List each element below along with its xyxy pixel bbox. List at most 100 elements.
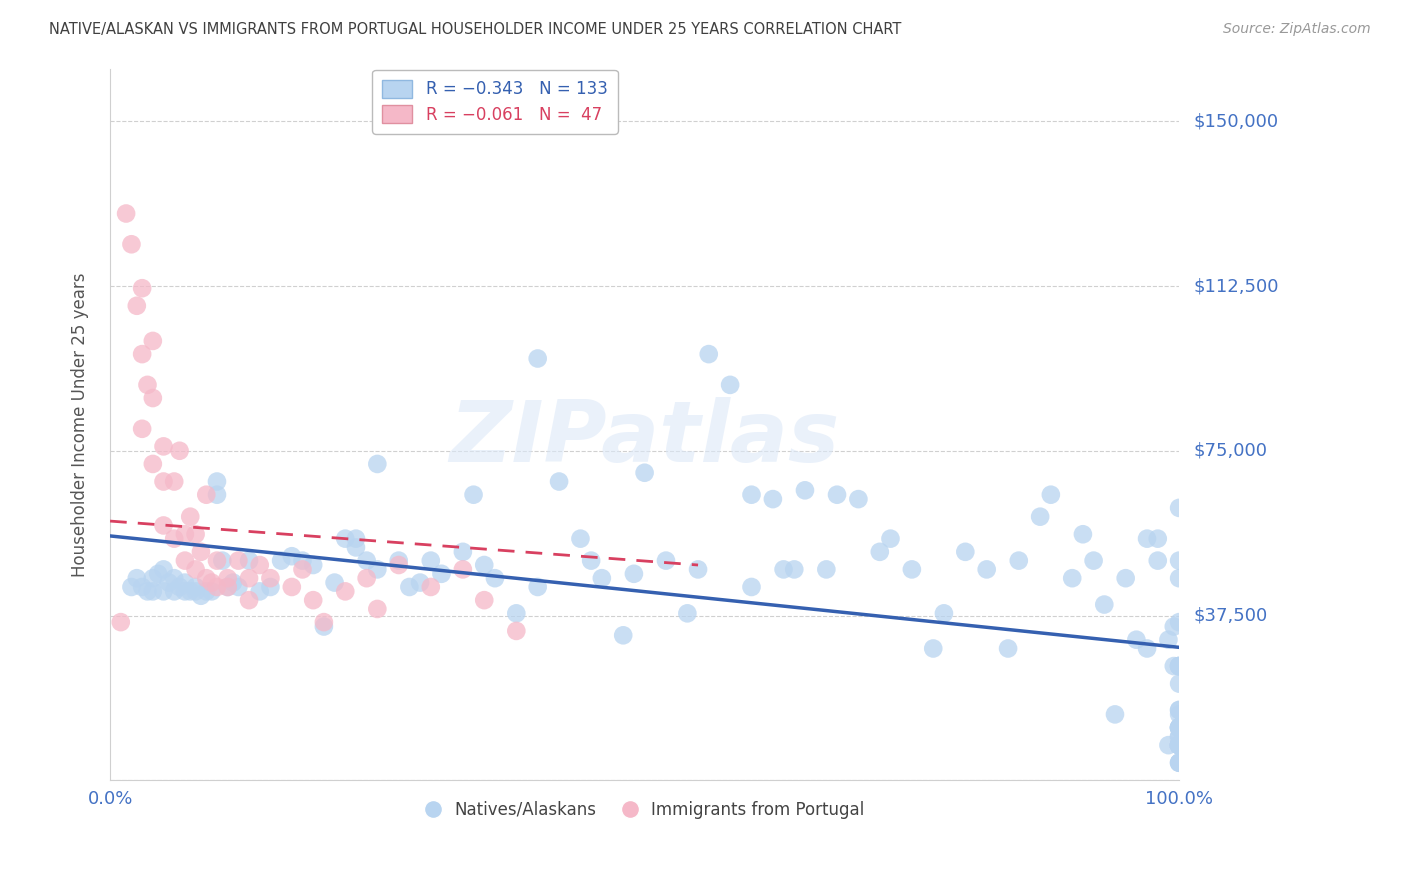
Point xyxy=(142,391,165,405)
Point xyxy=(505,624,527,638)
Point xyxy=(302,593,325,607)
Point xyxy=(1115,571,1137,585)
Point xyxy=(1168,659,1191,673)
Text: $75,000: $75,000 xyxy=(1194,442,1267,459)
Point xyxy=(174,584,197,599)
Point xyxy=(174,527,197,541)
Point xyxy=(1168,738,1191,752)
Point xyxy=(356,571,378,585)
Point xyxy=(163,584,186,599)
Point xyxy=(249,584,271,599)
Point xyxy=(205,475,228,489)
Point xyxy=(976,562,998,576)
Point xyxy=(259,571,281,585)
Point xyxy=(1071,527,1094,541)
Point xyxy=(152,475,174,489)
Point xyxy=(1168,703,1191,717)
Point xyxy=(686,562,709,576)
Point xyxy=(356,553,378,567)
Point xyxy=(1168,676,1191,690)
Point xyxy=(1146,553,1168,567)
Point xyxy=(848,492,870,507)
Point xyxy=(1062,571,1084,585)
Point xyxy=(1168,571,1191,585)
Point xyxy=(1163,659,1185,673)
Point xyxy=(869,545,891,559)
Point xyxy=(249,558,271,572)
Point xyxy=(228,553,250,567)
Point xyxy=(1168,659,1191,673)
Point xyxy=(120,237,142,252)
Point xyxy=(1168,721,1191,735)
Point xyxy=(825,488,848,502)
Point xyxy=(205,580,228,594)
Point xyxy=(125,571,148,585)
Text: $150,000: $150,000 xyxy=(1194,112,1278,130)
Point xyxy=(879,532,901,546)
Point xyxy=(195,571,218,585)
Point xyxy=(1168,738,1191,752)
Text: $112,500: $112,500 xyxy=(1194,277,1278,295)
Text: Source: ZipAtlas.com: Source: ZipAtlas.com xyxy=(1223,22,1371,37)
Point xyxy=(569,532,592,546)
Point xyxy=(344,532,367,546)
Point xyxy=(1168,615,1191,629)
Point xyxy=(1168,721,1191,735)
Point xyxy=(1125,632,1147,647)
Point xyxy=(259,580,281,594)
Point xyxy=(205,488,228,502)
Point xyxy=(901,562,924,576)
Point xyxy=(1168,738,1191,752)
Point xyxy=(388,553,411,567)
Point xyxy=(1168,738,1191,752)
Point xyxy=(136,377,159,392)
Point xyxy=(932,607,955,621)
Point xyxy=(344,541,367,555)
Point xyxy=(302,558,325,572)
Point xyxy=(1157,738,1180,752)
Point xyxy=(291,553,314,567)
Point xyxy=(125,299,148,313)
Point xyxy=(1168,738,1191,752)
Point xyxy=(1136,641,1159,656)
Point xyxy=(136,584,159,599)
Point xyxy=(366,562,388,576)
Legend: Natives/Alaskans, Immigrants from Portugal: Natives/Alaskans, Immigrants from Portug… xyxy=(418,794,872,825)
Point xyxy=(1168,730,1191,744)
Text: $37,500: $37,500 xyxy=(1194,607,1267,624)
Point xyxy=(238,593,260,607)
Point xyxy=(148,566,170,581)
Point xyxy=(1168,659,1191,673)
Point xyxy=(163,475,186,489)
Point xyxy=(179,509,201,524)
Point xyxy=(120,580,142,594)
Point xyxy=(955,545,977,559)
Point xyxy=(1168,659,1191,673)
Point xyxy=(110,615,132,629)
Point xyxy=(131,580,153,594)
Point xyxy=(312,619,335,633)
Point xyxy=(201,584,224,599)
Point xyxy=(676,607,699,621)
Point xyxy=(184,584,207,599)
Point xyxy=(131,422,153,436)
Point xyxy=(388,558,411,572)
Point xyxy=(1168,721,1191,735)
Point xyxy=(922,641,945,656)
Point xyxy=(335,584,357,599)
Text: ZIPatlas: ZIPatlas xyxy=(450,397,839,480)
Point xyxy=(323,575,346,590)
Point xyxy=(633,466,655,480)
Point xyxy=(409,575,432,590)
Point xyxy=(238,571,260,585)
Point xyxy=(430,566,453,581)
Point xyxy=(163,571,186,585)
Point xyxy=(1168,738,1191,752)
Point xyxy=(579,553,602,567)
Point xyxy=(174,553,197,567)
Point xyxy=(697,347,720,361)
Point xyxy=(623,566,645,581)
Point xyxy=(472,558,495,572)
Point xyxy=(1168,707,1191,722)
Point xyxy=(1168,500,1191,515)
